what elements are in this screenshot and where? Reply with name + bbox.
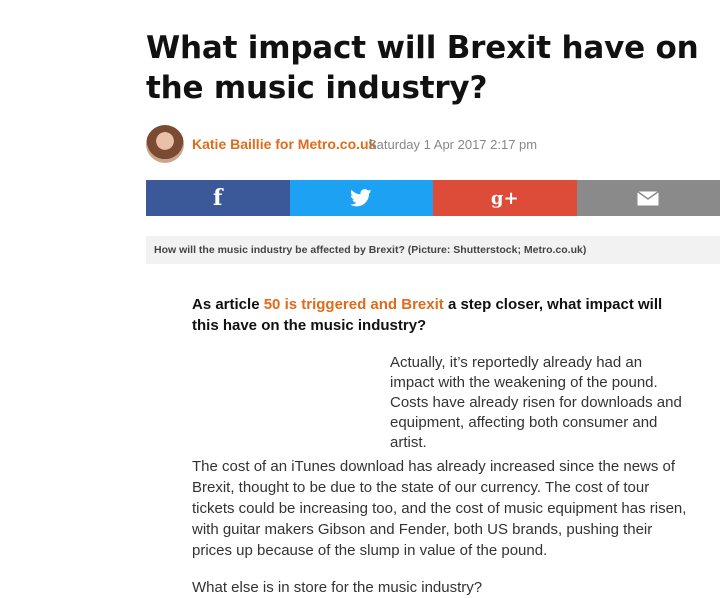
share-email-button[interactable]	[577, 180, 720, 216]
body-paragraph: The cost of an iTunes download has alrea…	[192, 456, 692, 561]
google-plus-icon: g+	[491, 188, 519, 209]
byline: Katie Baillie for Metro.co.uk Saturday 1…	[146, 125, 706, 163]
lead-paragraph: As article 50 is triggered and Brexit a …	[192, 294, 692, 336]
image-caption-text: How will the music industry be affected …	[154, 244, 586, 256]
author-link[interactable]: Katie Baillie for Metro.co.uk	[192, 136, 376, 152]
email-icon	[637, 191, 659, 206]
lead-text-start: As article	[192, 296, 264, 313]
article-50-link[interactable]: 50 is triggered and Brexit	[264, 296, 444, 313]
facebook-icon: f	[213, 185, 222, 211]
pull-quote: Actually, it’s reportedly already had an…	[390, 353, 690, 453]
share-facebook-button[interactable]: f	[146, 180, 290, 216]
author-avatar[interactable]	[146, 125, 184, 163]
twitter-icon	[350, 189, 372, 207]
image-caption: How will the music industry be affected …	[146, 236, 720, 264]
article-headline: What impact will Brexit have on the musi…	[146, 28, 706, 108]
share-bar: f g+	[146, 180, 720, 216]
share-google-plus-button[interactable]: g+	[433, 180, 577, 216]
share-twitter-button[interactable]	[290, 180, 434, 216]
publish-date: Saturday 1 Apr 2017 2:17 pm	[368, 137, 537, 152]
next-question-heading: What else is in store for the music indu…	[192, 577, 692, 598]
